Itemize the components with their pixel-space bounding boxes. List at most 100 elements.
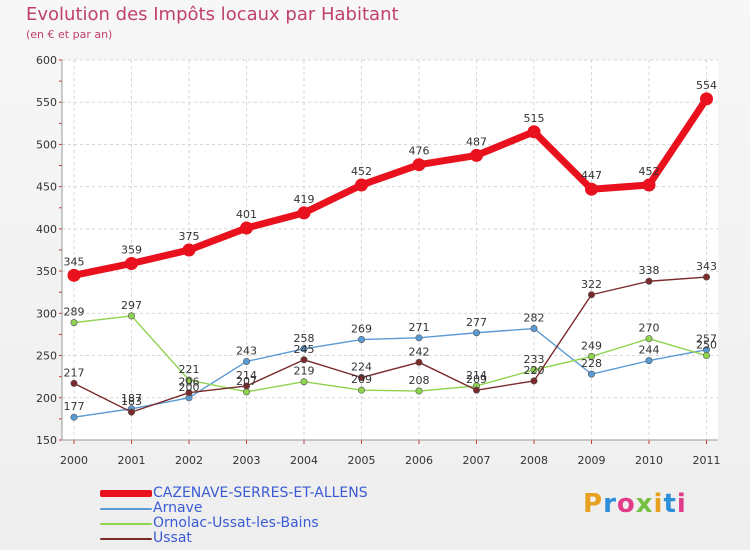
data-label-3-10: 338 [639, 264, 660, 277]
data-point-0-4 [297, 206, 311, 220]
data-point-2-2 [185, 376, 193, 384]
y-tick-label: 450 [36, 181, 57, 194]
x-tick-label: 2006 [405, 454, 433, 467]
data-point-0-11 [700, 92, 713, 106]
data-label-1-10: 244 [639, 344, 660, 357]
data-label-2-1: 297 [121, 299, 142, 312]
data-point-3-6 [415, 358, 423, 366]
data-label-2-2: 221 [179, 363, 200, 376]
data-point-2-0 [70, 319, 78, 327]
data-point-2-11 [702, 352, 710, 360]
legend-label: CAZENAVE-SERRES-ET-ALLENS [153, 485, 368, 501]
x-tick-label: 2001 [118, 454, 146, 467]
data-label-1-3: 243 [236, 344, 257, 357]
data-label-2-0: 289 [64, 306, 85, 319]
data-label-1-0: 177 [64, 400, 85, 413]
data-label-2-5: 209 [351, 373, 372, 386]
data-point-1-7 [472, 329, 480, 337]
data-label-0-6: 476 [409, 145, 430, 158]
y-tick-label: 350 [36, 265, 57, 278]
y-tick-label: 550 [36, 96, 57, 109]
data-label-3-8: 220 [524, 364, 545, 377]
data-label-3-2: 206 [179, 376, 200, 389]
data-point-3-11 [702, 273, 710, 281]
axes: 150 200 250 300 350 400 450 500 550 600 2000 2001 20… [36, 54, 721, 467]
logo-letter: i [653, 489, 664, 519]
data-label-1-2: 200 [179, 381, 200, 394]
legend-swatch [100, 508, 152, 510]
legend-label: Ornolac-Ussat-les-Bains [153, 515, 319, 531]
data-labels: 345 359 375 401 419 452 476 487 515 447 452 554 177 1… [64, 79, 718, 413]
data-point-2-6 [415, 387, 423, 395]
data-point-3-1 [128, 408, 136, 416]
logo-letter: r [603, 489, 617, 519]
data-label-3-4: 245 [294, 343, 315, 356]
data-label-1-7: 277 [466, 316, 487, 329]
data-point-1-10 [645, 357, 653, 365]
grid [62, 59, 718, 441]
chart-subtitle: (en € et par an) [26, 28, 113, 41]
data-point-0-9 [585, 182, 598, 196]
data-point-2-4 [300, 378, 308, 386]
x-tick-label: 2000 [60, 454, 88, 467]
data-point-3-3 [243, 382, 251, 390]
data-label-0-1: 359 [121, 244, 142, 257]
data-point-2-9 [587, 352, 595, 360]
data-label-1-1: 187 [121, 392, 142, 405]
data-label-0-8: 515 [524, 112, 545, 125]
data-point-0-3 [240, 221, 253, 235]
data-label-3-3: 214 [236, 369, 257, 382]
data-label-1-8: 282 [524, 312, 545, 325]
x-tick-label: 2009 [578, 454, 606, 467]
data-point-1-4 [300, 345, 308, 353]
data-label-0-5: 452 [351, 165, 372, 178]
legend-swatch [100, 538, 152, 540]
logo-letter: o [616, 489, 636, 519]
x-tick-label: 2010 [635, 454, 663, 467]
x-tick-label: 2002 [175, 454, 203, 467]
x-tick-label: 2011 [693, 454, 721, 467]
data-label-1-4: 258 [294, 332, 315, 345]
data-label-2-6: 208 [409, 374, 430, 387]
x-tick-label: 2004 [290, 454, 318, 467]
data-point-0-1 [125, 257, 138, 271]
proxiti-logo: Proxiti [583, 489, 687, 519]
y-tick-label: 250 [36, 350, 57, 363]
data-label-1-6: 271 [409, 321, 430, 334]
series-line-3 [73, 276, 708, 413]
data-label-2-3: 207 [236, 375, 257, 388]
data-label-3-6: 242 [409, 345, 430, 358]
data-label-3-7: 209 [466, 373, 487, 386]
data-point-0-5 [355, 178, 368, 192]
data-label-3-11: 343 [696, 260, 717, 273]
data-point-3-9 [587, 291, 595, 299]
data-point-0-8 [527, 125, 541, 139]
legend-swatch [100, 490, 152, 497]
data-point-0-6 [412, 158, 426, 172]
plot-area [62, 60, 718, 440]
data-point-2-10 [645, 335, 653, 343]
data-point-2-3 [243, 388, 251, 396]
data-point-3-2 [185, 389, 193, 397]
data-label-3-0: 217 [64, 366, 85, 379]
data-point-0-10 [642, 178, 656, 192]
y-tick-label: 150 [36, 434, 57, 447]
data-point-0-7 [470, 148, 483, 162]
legend-swatch [100, 523, 152, 525]
x-tick-label: 2005 [348, 454, 376, 467]
data-point-2-5 [357, 386, 365, 394]
legend-label: Ussat [153, 530, 192, 546]
data-point-1-3 [243, 357, 251, 365]
data-point-1-9 [587, 370, 595, 378]
data-point-3-4 [300, 356, 308, 364]
data-point-3-7 [472, 386, 480, 394]
y-tick-label: 500 [36, 138, 57, 151]
data-label-1-5: 269 [351, 323, 372, 336]
data-point-0-0 [67, 268, 81, 282]
y-tick-label: 600 [36, 54, 57, 67]
data-label-3-9: 322 [581, 278, 602, 291]
y-tick-label: 200 [36, 392, 57, 405]
data-point-1-0 [70, 413, 78, 421]
data-point-2-8 [530, 366, 538, 374]
